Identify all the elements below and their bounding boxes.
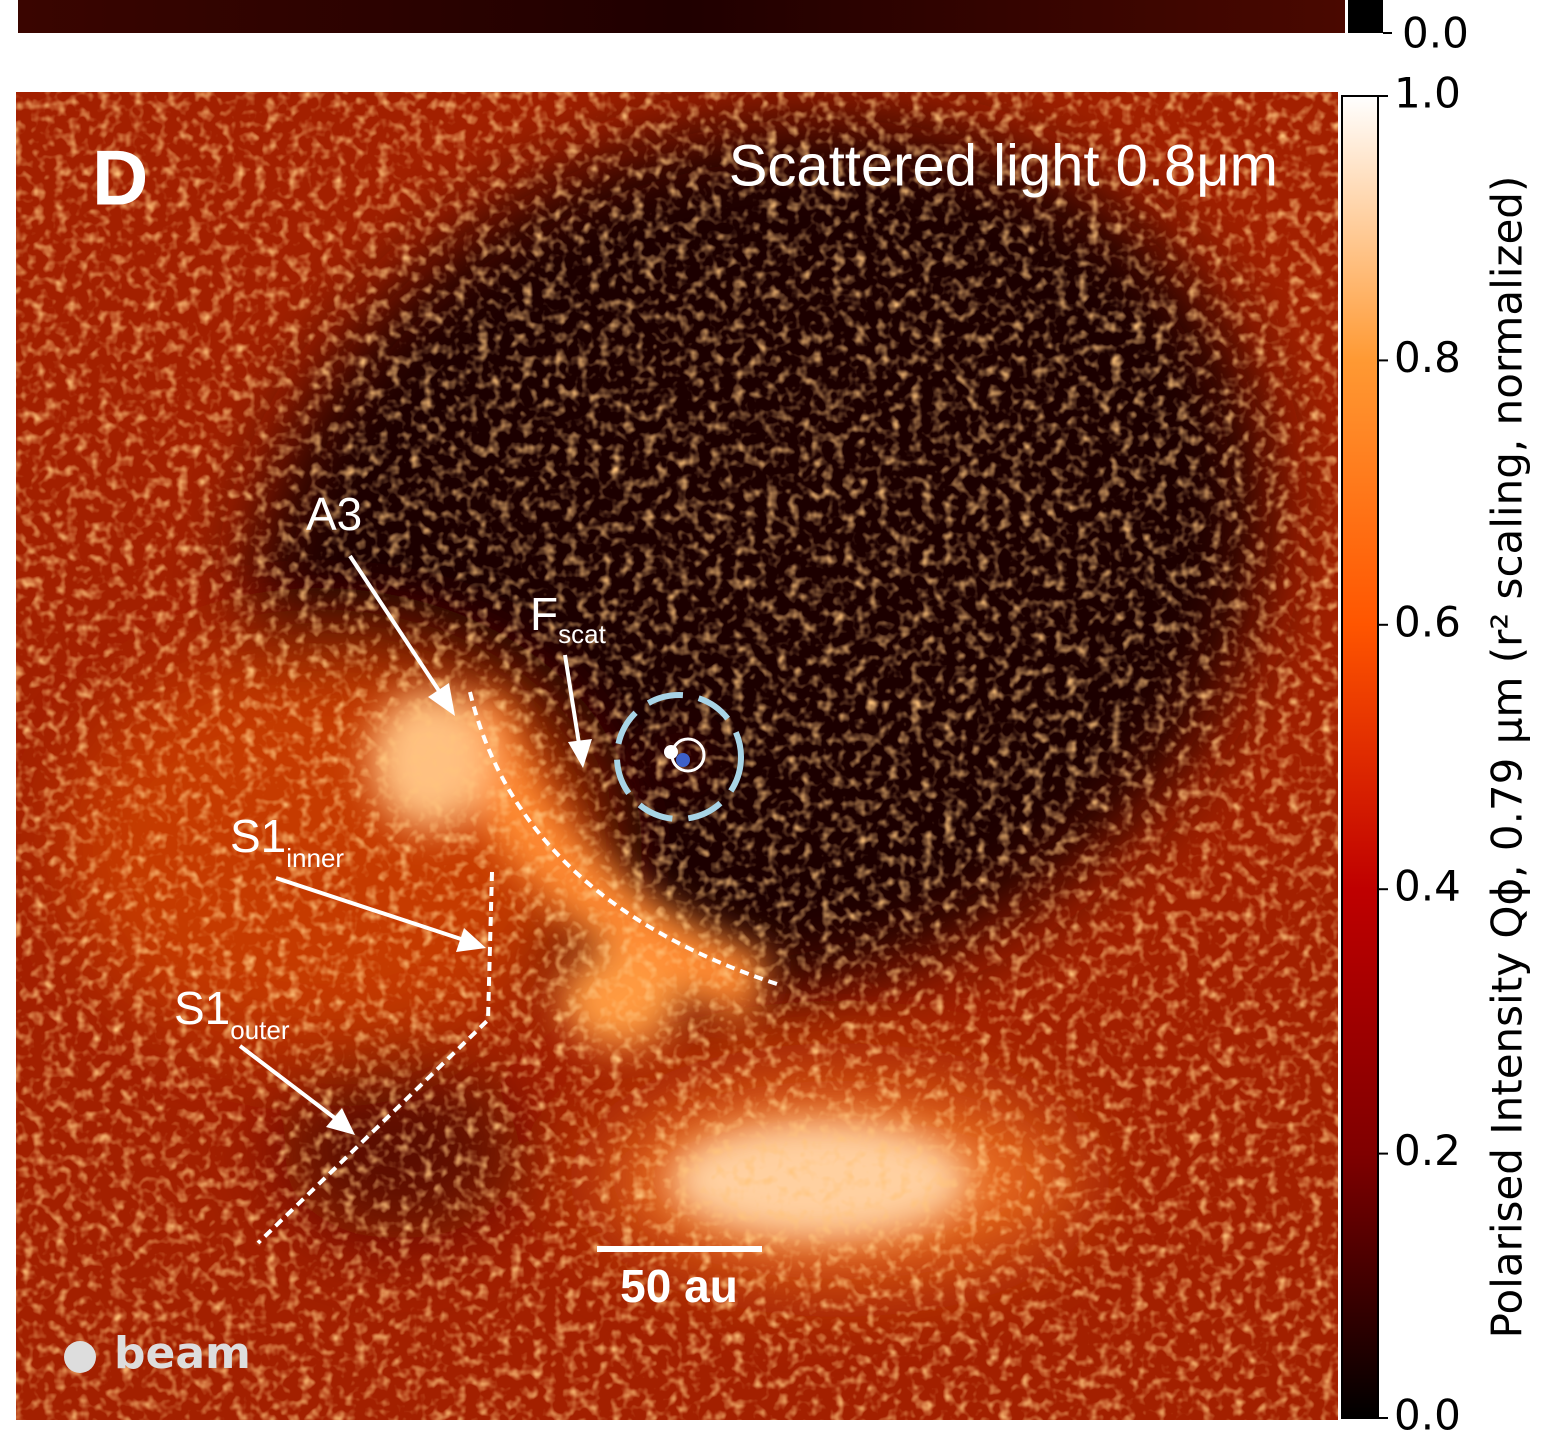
colorbar-label: Polarised Intensity Qϕ, 0.79 μm (r² scal… (1483, 176, 1532, 1339)
beam-label: beam (114, 1328, 251, 1379)
colorbar-tick-label: 1.0 (1394, 69, 1461, 118)
title: Scattered light 0.8μm (729, 133, 1278, 198)
star (664, 745, 678, 759)
figure: 0.0 (0, 0, 1565, 1440)
colorbar-tick-label: 0.0 (1394, 1391, 1461, 1440)
image (16, 0, 1396, 1420)
top-tick-label: 0.0 (1402, 9, 1469, 58)
annotation: A3 (306, 488, 362, 540)
panel-label: D (92, 134, 148, 222)
colorbar-tick-label: 0.2 (1394, 1126, 1461, 1175)
colorbar-tick-label: 0.8 (1394, 333, 1461, 382)
companion (676, 753, 690, 767)
colorbar-tick-label: 0.4 (1394, 862, 1461, 911)
scale-bar-label: 50 au (620, 1260, 738, 1312)
colorbar (1342, 96, 1378, 1418)
top-colorbar (1348, 0, 1383, 33)
colorbar-tick-label: 0.6 (1394, 597, 1461, 646)
top-image (18, 0, 1345, 33)
beam-marker (64, 1341, 96, 1373)
